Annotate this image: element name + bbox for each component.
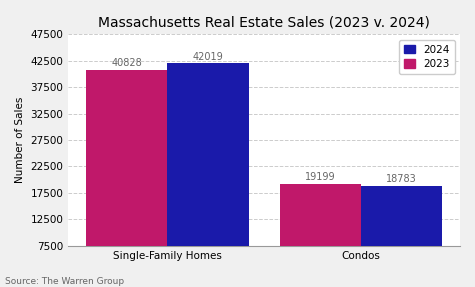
Bar xyxy=(167,63,249,285)
Bar xyxy=(86,69,167,285)
Text: 40828: 40828 xyxy=(111,58,142,68)
Text: 42019: 42019 xyxy=(193,52,223,62)
Y-axis label: Number of Sales: Number of Sales xyxy=(15,97,25,183)
Bar xyxy=(361,186,442,285)
Text: 19199: 19199 xyxy=(305,172,335,182)
Text: 18783: 18783 xyxy=(386,174,417,185)
Legend: 2024, 2023: 2024, 2023 xyxy=(399,40,455,74)
Title: Massachusetts Real Estate Sales (2023 v. 2024): Massachusetts Real Estate Sales (2023 v.… xyxy=(98,15,430,29)
Text: Source: The Warren Group: Source: The Warren Group xyxy=(5,277,124,286)
Bar xyxy=(280,184,361,285)
